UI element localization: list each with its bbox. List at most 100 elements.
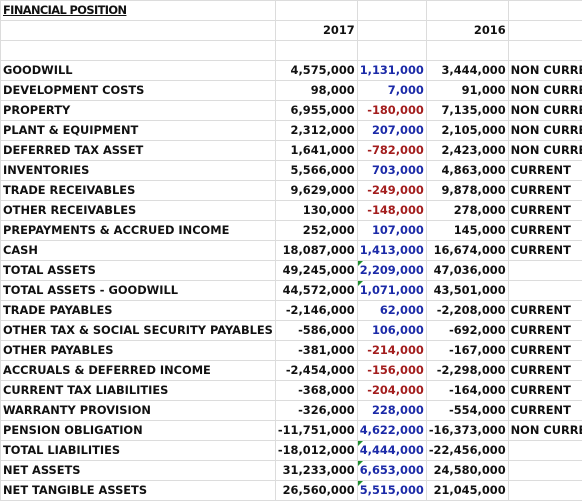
classification-cell[interactable]: NON CURRENT xyxy=(507,140,582,161)
change-cell[interactable]: 207,000 xyxy=(356,120,427,141)
classification-cell[interactable]: CURRENT xyxy=(507,200,582,221)
row-label-cell[interactable]: TOTAL ASSETS - GOODWILL xyxy=(0,280,276,301)
value-2017-cell[interactable]: 130,000 xyxy=(274,200,358,221)
row-label-cell[interactable]: WARRANTY PROVISION xyxy=(0,400,276,421)
change-cell[interactable]: 107,000 xyxy=(356,220,427,241)
value-2016-cell[interactable]: -2,298,000 xyxy=(425,360,509,381)
classification-cell[interactable]: CURRENT xyxy=(507,160,582,181)
row-label-cell[interactable]: OTHER PAYABLES xyxy=(0,340,276,361)
classification-cell[interactable]: NON CURRENT xyxy=(507,120,582,141)
row-label-cell[interactable]: CURRENT TAX LIABILITIES xyxy=(0,380,276,401)
classification-cell[interactable]: NON CURRENT xyxy=(507,100,582,121)
change-cell[interactable]: 6,653,000 xyxy=(356,460,427,481)
empty-cell[interactable] xyxy=(507,40,582,61)
empty-cell[interactable] xyxy=(356,0,427,21)
value-2016-cell[interactable]: -2,208,000 xyxy=(425,300,509,321)
value-2016-cell[interactable]: 24,580,000 xyxy=(425,460,509,481)
value-2017-cell[interactable]: 31,233,000 xyxy=(274,460,358,481)
change-cell[interactable]: 5,515,000 xyxy=(356,480,427,501)
change-cell[interactable]: 228,000 xyxy=(356,400,427,421)
value-2017-cell[interactable]: -11,751,000 xyxy=(274,420,358,441)
classification-cell[interactable]: CURRENT xyxy=(507,240,582,261)
value-2017-cell[interactable]: -2,146,000 xyxy=(274,300,358,321)
classification-cell[interactable]: CURRENT xyxy=(507,320,582,341)
value-2017-cell[interactable]: 2,312,000 xyxy=(274,120,358,141)
value-2017-cell[interactable]: 26,560,000 xyxy=(274,480,358,501)
change-cell[interactable]: 62,000 xyxy=(356,300,427,321)
empty-cell[interactable] xyxy=(274,40,358,61)
classification-cell[interactable] xyxy=(507,280,582,301)
change-cell[interactable]: -782,000 xyxy=(356,140,427,161)
row-label-cell[interactable]: NET TANGIBLE ASSETS xyxy=(0,480,276,501)
value-2017-cell[interactable]: 5,566,000 xyxy=(274,160,358,181)
value-2016-cell[interactable]: 2,105,000 xyxy=(425,120,509,141)
classification-cell[interactable]: CURRENT xyxy=(507,220,582,241)
value-2016-cell[interactable]: 4,863,000 xyxy=(425,160,509,181)
value-2016-cell[interactable]: -22,456,000 xyxy=(425,440,509,461)
change-cell[interactable]: 1,413,000 xyxy=(356,240,427,261)
row-label-cell[interactable]: ACCRUALS & DEFERRED INCOME xyxy=(0,360,276,381)
row-label-cell[interactable]: GOODWILL xyxy=(0,60,276,81)
classification-cell[interactable]: NON CURRENT xyxy=(507,60,582,81)
value-2016-cell[interactable]: 7,135,000 xyxy=(425,100,509,121)
value-2016-cell[interactable]: 9,878,000 xyxy=(425,180,509,201)
classification-cell[interactable]: CURRENT xyxy=(507,360,582,381)
value-2016-cell[interactable]: 43,501,000 xyxy=(425,280,509,301)
classification-cell[interactable]: CURRENT xyxy=(507,400,582,421)
classification-cell[interactable]: NON CURRENT xyxy=(507,420,582,441)
value-2016-cell[interactable]: -692,000 xyxy=(425,320,509,341)
value-2017-cell[interactable]: -368,000 xyxy=(274,380,358,401)
classification-cell[interactable]: NON CURRENT xyxy=(507,80,582,101)
value-2017-cell[interactable]: 9,629,000 xyxy=(274,180,358,201)
row-label-cell[interactable]: TRADE PAYABLES xyxy=(0,300,276,321)
change-cell[interactable]: -156,000 xyxy=(356,360,427,381)
empty-cell[interactable] xyxy=(507,20,582,41)
change-cell[interactable]: 1,131,000 xyxy=(356,60,427,81)
empty-cell[interactable] xyxy=(356,20,427,41)
value-2016-cell[interactable]: -16,373,000 xyxy=(425,420,509,441)
value-2017-cell[interactable]: 44,572,000 xyxy=(274,280,358,301)
row-label-cell[interactable]: NET ASSETS xyxy=(0,460,276,481)
classification-cell[interactable] xyxy=(507,460,582,481)
change-cell[interactable]: -214,000 xyxy=(356,340,427,361)
year-2016-header[interactable]: 2016 xyxy=(425,20,509,41)
row-label-cell[interactable]: INVENTORIES xyxy=(0,160,276,181)
row-label-cell[interactable]: OTHER RECEIVABLES xyxy=(0,200,276,221)
value-2017-cell[interactable]: -381,000 xyxy=(274,340,358,361)
classification-cell[interactable]: CURRENT xyxy=(507,300,582,321)
value-2016-cell[interactable]: 3,444,000 xyxy=(425,60,509,81)
value-2016-cell[interactable]: 21,045,000 xyxy=(425,480,509,501)
value-2016-cell[interactable]: 91,000 xyxy=(425,80,509,101)
empty-cell[interactable] xyxy=(0,40,276,61)
value-2017-cell[interactable]: -18,012,000 xyxy=(274,440,358,461)
change-cell[interactable]: 2,209,000 xyxy=(356,260,427,281)
value-2016-cell[interactable]: 47,036,000 xyxy=(425,260,509,281)
empty-cell[interactable] xyxy=(425,40,509,61)
value-2017-cell[interactable]: -2,454,000 xyxy=(274,360,358,381)
value-2017-cell[interactable]: 4,575,000 xyxy=(274,60,358,81)
change-cell[interactable]: -204,000 xyxy=(356,380,427,401)
classification-cell[interactable]: CURRENT xyxy=(507,340,582,361)
row-label-cell[interactable]: TOTAL LIABILITIES xyxy=(0,440,276,461)
value-2016-cell[interactable]: 16,674,000 xyxy=(425,240,509,261)
value-2016-cell[interactable]: -164,000 xyxy=(425,380,509,401)
value-2017-cell[interactable]: 1,641,000 xyxy=(274,140,358,161)
empty-cell[interactable] xyxy=(507,0,582,21)
change-cell[interactable]: 4,444,000 xyxy=(356,440,427,461)
row-label-cell[interactable]: PREPAYMENTS & ACCRUED INCOME xyxy=(0,220,276,241)
sheet-title-cell[interactable]: FINANCIAL POSITION xyxy=(0,0,276,21)
value-2017-cell[interactable]: 6,955,000 xyxy=(274,100,358,121)
change-cell[interactable]: 703,000 xyxy=(356,160,427,181)
row-label-cell[interactable]: TOTAL ASSETS xyxy=(0,260,276,281)
empty-cell[interactable] xyxy=(274,0,358,21)
value-2017-cell[interactable]: 252,000 xyxy=(274,220,358,241)
year-2017-header[interactable]: 2017 xyxy=(274,20,358,41)
change-cell[interactable]: 7,000 xyxy=(356,80,427,101)
change-cell[interactable]: 4,622,000 xyxy=(356,420,427,441)
change-cell[interactable]: -249,000 xyxy=(356,180,427,201)
empty-cell[interactable] xyxy=(0,20,276,41)
row-label-cell[interactable]: PROPERTY xyxy=(0,100,276,121)
row-label-cell[interactable]: CASH xyxy=(0,240,276,261)
value-2017-cell[interactable]: 18,087,000 xyxy=(274,240,358,261)
value-2016-cell[interactable]: 2,423,000 xyxy=(425,140,509,161)
